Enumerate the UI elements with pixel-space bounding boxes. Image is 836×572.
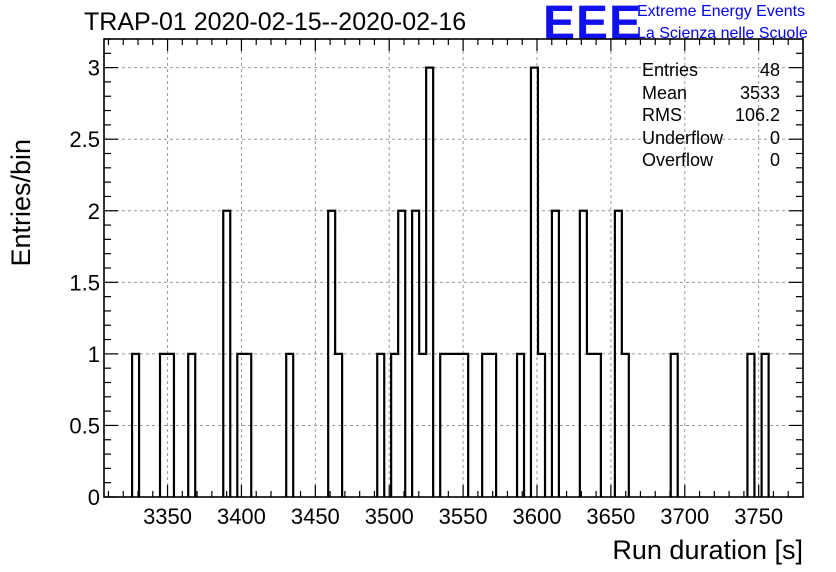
x-tick-label: 3600 bbox=[513, 504, 562, 529]
stat-row-mean: Mean 3533 bbox=[642, 82, 780, 105]
logo-line-2: La Scienza nelle Scuole bbox=[637, 25, 808, 42]
stat-value: 0 bbox=[769, 127, 780, 148]
x-tick-label: 3550 bbox=[439, 504, 488, 529]
x-tick-label: 3750 bbox=[734, 504, 783, 529]
x-tick-label: 3700 bbox=[660, 504, 709, 529]
stat-label: Mean bbox=[642, 82, 688, 103]
histogram-outline bbox=[130, 66, 770, 497]
x-tick-label: 3650 bbox=[586, 504, 635, 529]
stat-label: Underflow bbox=[642, 127, 724, 148]
stat-value: 106.2 bbox=[734, 105, 780, 125]
stat-row-overflow: Overflow 0 bbox=[642, 149, 780, 172]
y-tick-label: 0 bbox=[88, 485, 100, 510]
x-tick-label: 3350 bbox=[143, 504, 192, 529]
logo-line-1: Extreme Energy Events bbox=[637, 3, 806, 20]
y-tick-label: 1.5 bbox=[69, 270, 100, 295]
y-tick-label: 2.5 bbox=[69, 127, 100, 152]
stat-label: Overflow bbox=[642, 150, 714, 170]
stat-row-rms: RMS 106.2 bbox=[642, 104, 780, 127]
x-axis-label: Run duration [s] bbox=[612, 535, 803, 565]
x-tick-label: 3400 bbox=[217, 504, 266, 529]
x-tick-label: 3450 bbox=[291, 504, 340, 529]
stats-box: Entries 48 Mean 3533 RMS 106.2 Underflow 0 O… bbox=[642, 59, 780, 172]
x-tick-label: 3500 bbox=[365, 504, 414, 529]
stat-label: Entries bbox=[642, 60, 699, 80]
y-tick-label: 0.5 bbox=[69, 413, 100, 438]
stat-value: 0 bbox=[769, 150, 780, 170]
stat-row-entries: Entries 48 bbox=[642, 59, 780, 82]
stat-value: 48 bbox=[759, 60, 780, 80]
y-tick-label: 1 bbox=[88, 342, 100, 367]
stat-row-underflow: Underflow 0 bbox=[642, 127, 780, 150]
y-tick-label: 3 bbox=[88, 56, 100, 81]
y-tick-label: 2 bbox=[88, 199, 100, 224]
chart-title: TRAP-01 2020-02-15--2020-02-16 bbox=[84, 8, 467, 36]
stat-label: RMS bbox=[642, 105, 682, 125]
stat-value: 3533 bbox=[739, 82, 780, 103]
